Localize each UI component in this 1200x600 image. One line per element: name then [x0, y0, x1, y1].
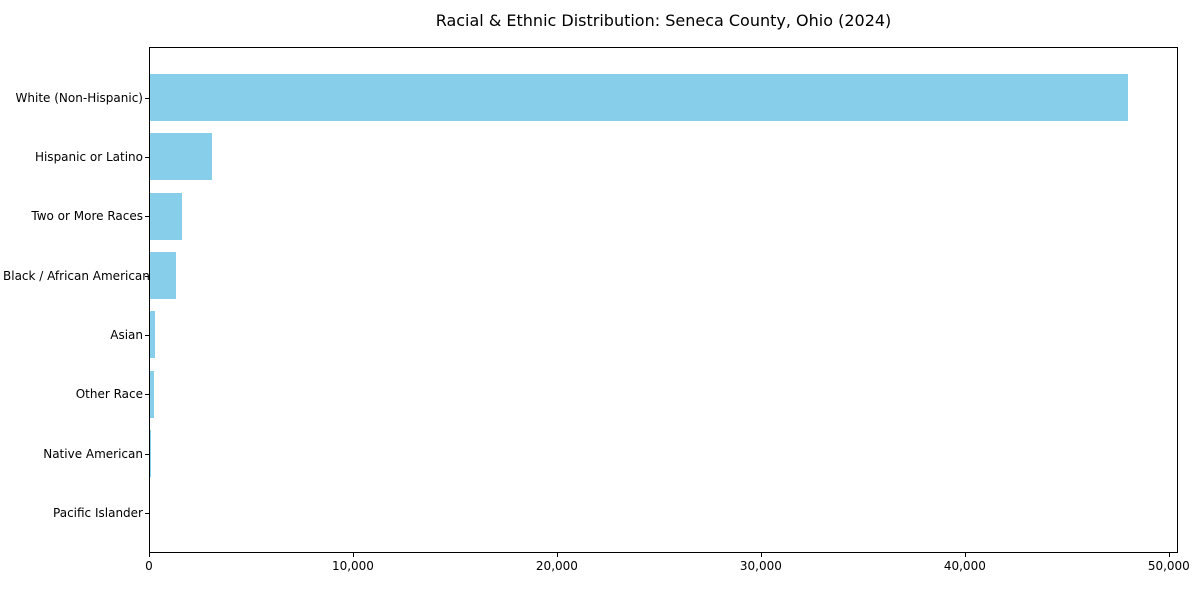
y-tick-mark: [145, 97, 149, 99]
x-tick-mark: [352, 553, 354, 557]
bar: [150, 74, 1129, 121]
y-tick-label: Other Race: [75, 387, 143, 402]
y-tick-mark: [145, 334, 149, 336]
x-tick-label: 10,000: [331, 559, 374, 573]
x-tick-mark: [964, 553, 966, 557]
bar: [150, 192, 182, 240]
x-tick-label: 50,000: [1147, 559, 1190, 573]
bar: [150, 370, 155, 418]
x-tick-label: 0: [145, 559, 153, 573]
y-tick-mark: [145, 453, 149, 455]
bar: [150, 311, 156, 359]
y-tick-label: Pacific Islander: [53, 506, 143, 521]
y-tick-label: Hispanic or Latino: [34, 149, 143, 164]
y-tick-mark: [145, 513, 149, 515]
y-tick-label: White (Non-Hispanic): [15, 90, 143, 105]
chart-title: Racial & Ethnic Distribution: Seneca Cou…: [435, 11, 892, 30]
y-tick-mark: [145, 394, 149, 396]
y-tick-label: Two or More Races: [31, 209, 143, 224]
y-tick-mark: [145, 216, 149, 218]
x-tick-mark: [556, 553, 558, 557]
y-tick-mark: [145, 156, 149, 158]
y-tick-label: Black / African American: [3, 268, 150, 283]
x-tick-mark: [760, 553, 762, 557]
y-tick-label: Native American: [43, 446, 143, 461]
y-tick-label: Asian: [110, 327, 143, 342]
bar: [150, 252, 176, 300]
x-tick-mark: [149, 553, 150, 557]
x-tick-mark: [1168, 553, 1170, 557]
x-tick-label: 20,000: [535, 559, 578, 573]
plot-area: [149, 47, 1178, 553]
y-tick-mark: [145, 275, 149, 277]
x-tick-label: 30,000: [739, 559, 782, 573]
x-tick-label: 40,000: [943, 559, 986, 573]
bar: [150, 133, 213, 181]
